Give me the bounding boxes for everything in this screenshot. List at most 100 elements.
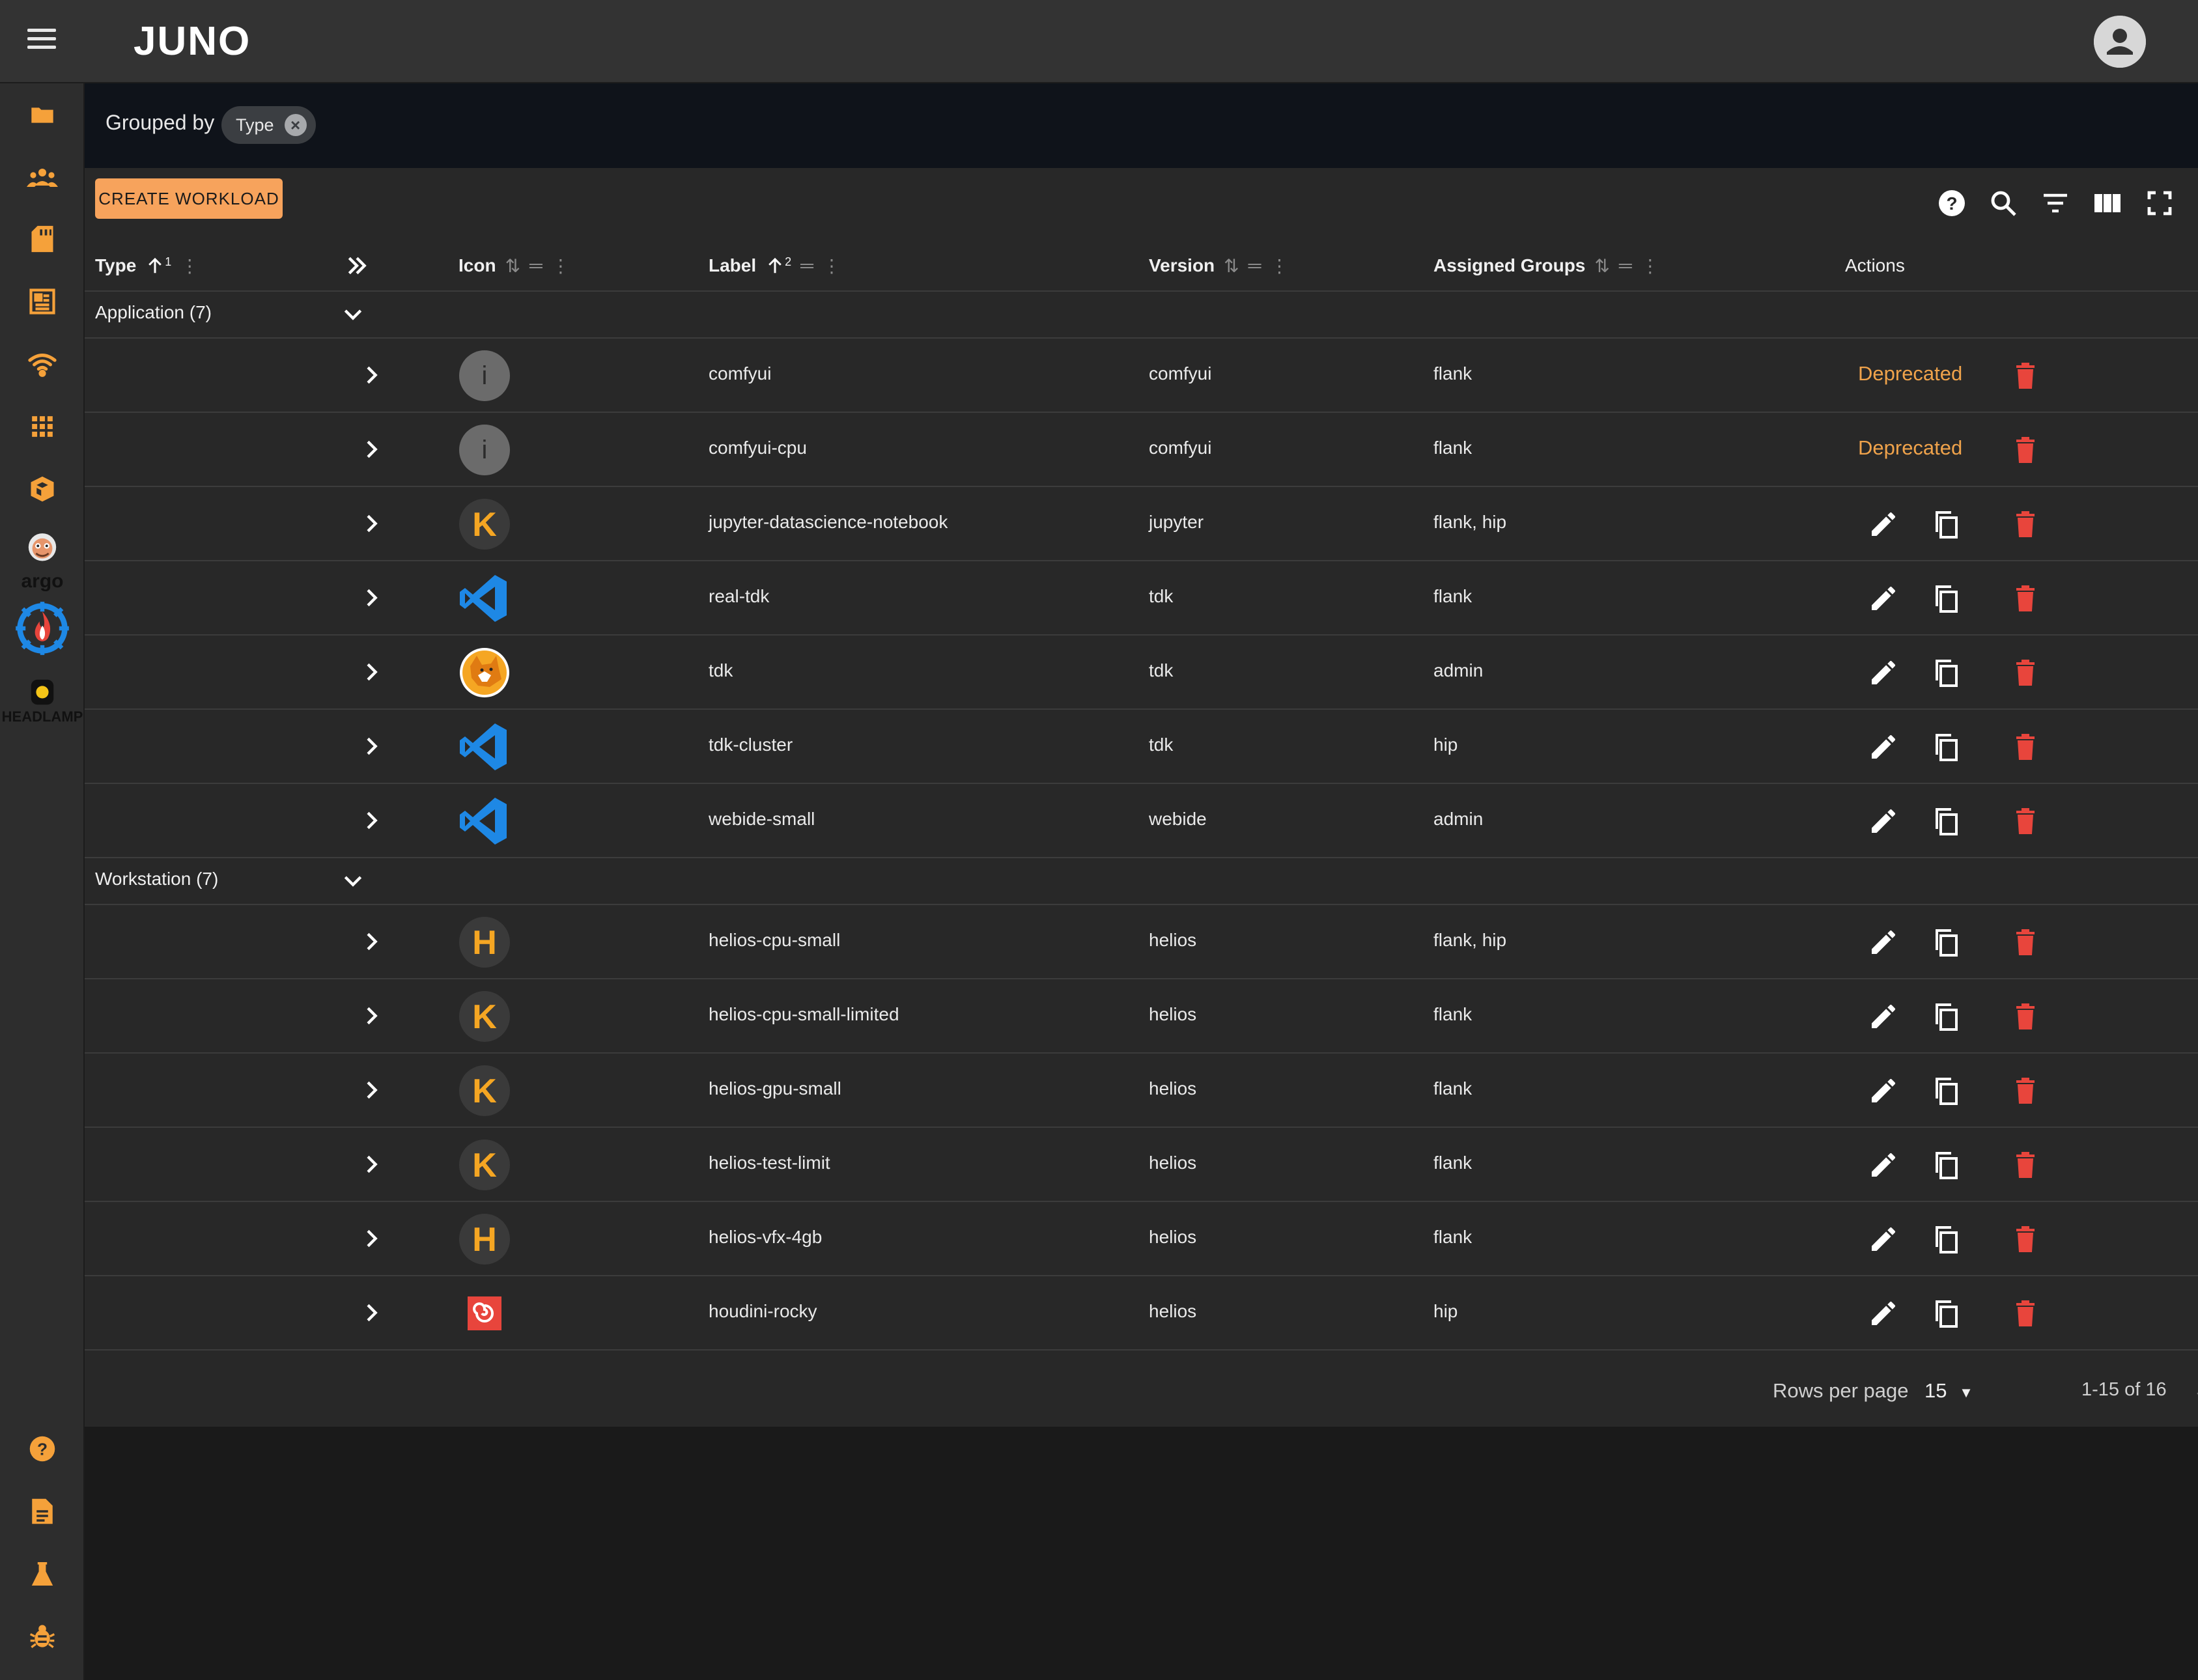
delete-icon[interactable] <box>2010 1001 2041 1032</box>
account-icon[interactable] <box>2094 16 2146 68</box>
drag-handle-icon[interactable]: ═ <box>1618 255 1632 275</box>
fullscreen-icon[interactable] <box>2144 188 2175 219</box>
previous-page-button[interactable] <box>2190 1380 2198 1410</box>
delete-icon[interactable] <box>2010 1149 2041 1181</box>
chevron-down-icon[interactable] <box>340 301 366 327</box>
group-row[interactable]: Application (7) <box>85 292 2198 339</box>
chevron-right-icon[interactable] <box>358 1003 384 1029</box>
menu-icon[interactable] <box>27 29 56 55</box>
edit-icon[interactable] <box>1868 509 1899 540</box>
filter-icon[interactable] <box>2040 188 2071 219</box>
sort-icon[interactable]: ⇅ <box>505 255 521 276</box>
drag-handle-icon[interactable]: ═ <box>529 255 542 275</box>
expand-all-button[interactable] <box>344 246 370 285</box>
copy-icon[interactable] <box>1930 1298 1962 1329</box>
edit-icon[interactable] <box>1868 1149 1899 1181</box>
copy-icon[interactable] <box>1930 1001 1962 1032</box>
groups-icon[interactable] <box>25 160 60 195</box>
column-menu-icon[interactable]: ⋮ <box>551 255 570 276</box>
chevron-right-icon[interactable] <box>358 436 384 462</box>
drag-handle-icon[interactable]: ═ <box>800 255 813 275</box>
create-workload-button[interactable]: CREATE WORKLOAD <box>95 178 283 219</box>
column-menu-icon[interactable]: ⋮ <box>180 255 199 276</box>
columns-icon[interactable] <box>2092 188 2123 219</box>
headlamp-logo[interactable] <box>25 675 60 707</box>
table-row[interactable]: real-tdk tdk flank <box>85 561 2198 636</box>
bug-icon[interactable] <box>25 1619 60 1654</box>
search-icon[interactable] <box>1988 188 2019 219</box>
chevron-right-icon[interactable] <box>358 1077 384 1103</box>
package-icon[interactable] <box>25 471 60 507</box>
column-header-version[interactable]: Version ⇅ ═ ⋮ <box>1149 246 1288 285</box>
delete-icon[interactable] <box>2010 731 2041 763</box>
column-header-icon[interactable]: Icon ⇅ ═ ⋮ <box>458 246 570 285</box>
column-menu-icon[interactable]: ⋮ <box>1641 255 1659 276</box>
flask-icon[interactable] <box>25 1556 60 1591</box>
column-menu-icon[interactable]: ⋮ <box>823 255 841 276</box>
wifi-icon[interactable] <box>25 346 60 382</box>
drag-handle-icon[interactable]: ═ <box>1248 255 1261 275</box>
chevron-right-icon[interactable] <box>358 807 384 833</box>
edit-icon[interactable] <box>1868 583 1899 614</box>
chevron-right-icon[interactable] <box>358 585 384 611</box>
delete-icon[interactable] <box>2010 1075 2041 1106</box>
chevron-right-icon[interactable] <box>358 929 384 955</box>
delete-icon[interactable] <box>2010 1298 2041 1329</box>
copy-icon[interactable] <box>1930 657 1962 688</box>
chevron-down-icon[interactable] <box>340 867 366 893</box>
chevron-right-icon[interactable] <box>358 1225 384 1252</box>
copy-icon[interactable] <box>1930 1149 1962 1181</box>
sort-icon[interactable]: ⇅ <box>1594 255 1610 276</box>
delete-icon[interactable] <box>2010 509 2041 540</box>
sd-card-icon[interactable] <box>25 221 60 257</box>
edit-icon[interactable] <box>1868 805 1899 837</box>
delete-icon[interactable] <box>2010 927 2041 958</box>
folder-icon[interactable] <box>25 98 60 133</box>
table-row[interactable]: i comfyui-cpu comfyui flank Deprecated <box>85 413 2198 487</box>
chevron-right-icon[interactable] <box>358 511 384 537</box>
delete-icon[interactable] <box>2010 657 2041 688</box>
copy-icon[interactable] <box>1930 1075 1962 1106</box>
delete-icon[interactable] <box>2010 360 2041 391</box>
copy-icon[interactable] <box>1930 509 1962 540</box>
edit-icon[interactable] <box>1868 1075 1899 1106</box>
column-menu-icon[interactable]: ⋮ <box>1270 255 1289 276</box>
column-header-assigned-groups[interactable]: Assigned Groups ⇅ ═ ⋮ <box>1433 246 1659 285</box>
delete-icon[interactable] <box>2010 583 2041 614</box>
help-icon[interactable]: ? <box>1936 188 1967 219</box>
edit-icon[interactable] <box>1868 657 1899 688</box>
column-header-label[interactable]: Label 2 ═ ⋮ <box>709 246 841 285</box>
apps-grid-icon[interactable] <box>25 409 60 444</box>
copy-icon[interactable] <box>1930 583 1962 614</box>
copy-icon[interactable] <box>1930 927 1962 958</box>
chevron-right-icon[interactable] <box>358 362 384 388</box>
table-row[interactable]: webide-small webide admin <box>85 784 2198 858</box>
edit-icon[interactable] <box>1868 1298 1899 1329</box>
chevron-right-icon[interactable] <box>358 659 384 685</box>
group-row[interactable]: Workstation (7) <box>85 858 2198 905</box>
edit-icon[interactable] <box>1868 1001 1899 1032</box>
table-row[interactable]: houdini-rocky helios hip <box>85 1276 2198 1351</box>
copy-icon[interactable] <box>1930 1224 1962 1255</box>
copy-icon[interactable] <box>1930 805 1962 837</box>
document-icon[interactable] <box>25 1494 60 1529</box>
edit-icon[interactable] <box>1868 731 1899 763</box>
help-icon[interactable]: ? <box>25 1431 60 1466</box>
kubernetes-flame-logo[interactable] <box>14 600 70 656</box>
sort-icon[interactable]: ⇅ <box>1224 255 1239 276</box>
chip-remove-icon[interactable]: × <box>284 114 307 136</box>
group-chip[interactable]: Type × <box>221 106 316 144</box>
argo-logo[interactable] <box>25 531 60 573</box>
chevron-right-icon[interactable] <box>358 733 384 759</box>
copy-icon[interactable] <box>1930 731 1962 763</box>
edit-icon[interactable] <box>1868 927 1899 958</box>
chevron-right-icon[interactable] <box>358 1300 384 1326</box>
table-row[interactable]: tdk tdk admin <box>85 636 2198 710</box>
edit-icon[interactable] <box>1868 1224 1899 1255</box>
dashboard-icon[interactable] <box>25 284 60 319</box>
